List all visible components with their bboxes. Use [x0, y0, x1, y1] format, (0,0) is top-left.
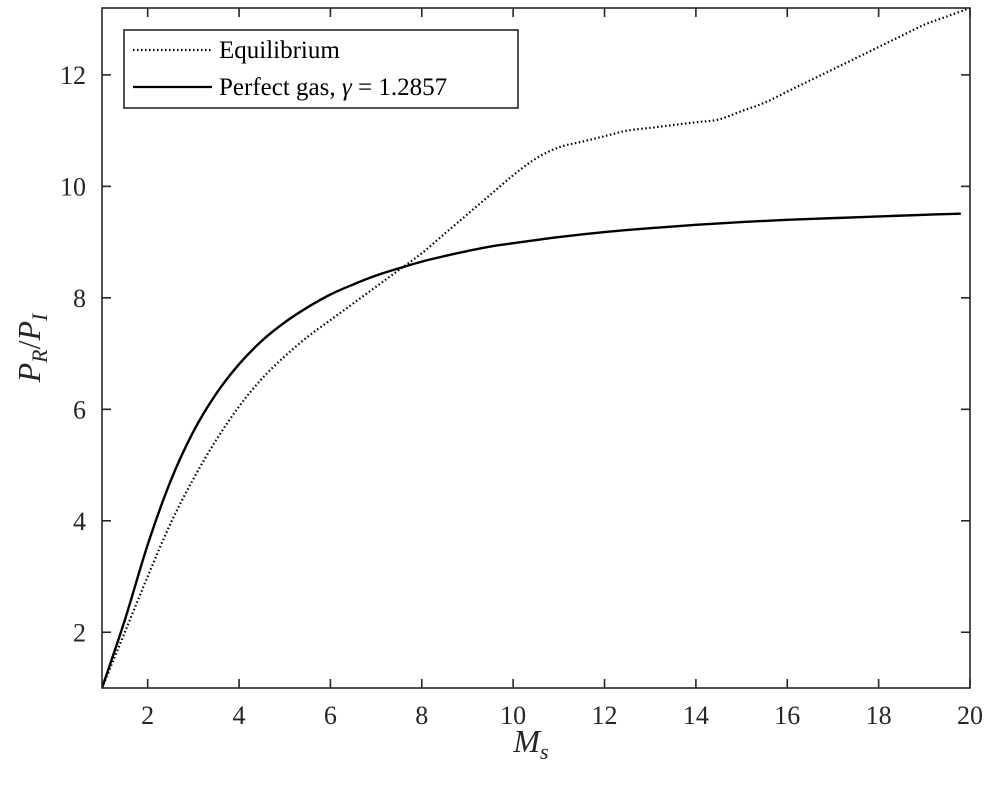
x-tick-label: 14	[683, 701, 709, 730]
x-tick-label: 10	[500, 701, 526, 730]
series-line-equilibrium	[102, 8, 970, 688]
x-tick-label: 16	[774, 701, 800, 730]
x-tick-label: 6	[324, 701, 337, 730]
legend-box	[123, 29, 519, 109]
legend-gamma-value: = 1.2857	[352, 74, 447, 101]
x-tick-label: 20	[957, 701, 983, 730]
y-tick-label: 12	[60, 61, 86, 90]
y-tick-label: 10	[60, 172, 86, 201]
y-tick-label: 4	[73, 507, 86, 536]
legend-label-perfect-gas-text: Perfect gas,	[219, 74, 342, 101]
x-tick-label: 4	[233, 701, 246, 730]
legend-label-equilibrium: Equilibrium	[219, 37, 340, 64]
y-tick-label: 2	[73, 618, 86, 647]
axes-box	[101, 7, 971, 689]
x-tick-label: 12	[592, 701, 618, 730]
legend-label-perfect-gas: Perfect gas, γ = 1.2857	[219, 74, 447, 101]
plot-area	[102, 8, 970, 688]
x-axis-label: Ms	[512, 723, 548, 764]
x-tick-label: 8	[415, 701, 428, 730]
legend-gamma-symbol: γ	[342, 74, 353, 101]
axis-ticks: 2 4 6 8 10 12 14 16 18 20 2 4 6 8 10 12	[60, 8, 983, 730]
x-tick-label: 18	[866, 701, 892, 730]
legend: Equilibrium Perfect gas, γ = 1.2857	[123, 29, 519, 109]
y-tick-label: 8	[73, 284, 86, 313]
y-axis-label: PR/PI	[11, 312, 52, 383]
series-line-perfect-gas	[102, 212, 961, 688]
y-tick-label: 6	[73, 395, 86, 424]
x-tick-label: 2	[141, 701, 154, 730]
